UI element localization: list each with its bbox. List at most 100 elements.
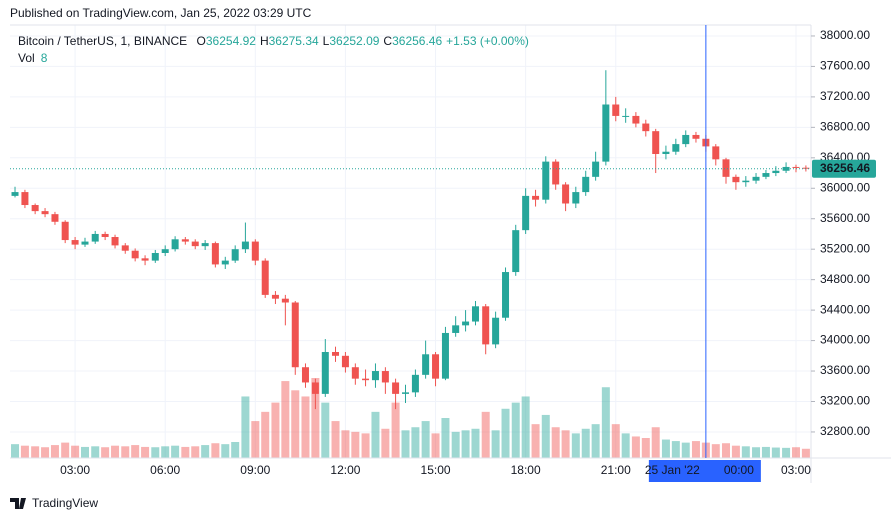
y-tick-label: 33200.00 [820, 394, 870, 408]
candle-body [642, 123, 650, 132]
volume-bar [421, 421, 430, 458]
volume-bar [741, 446, 750, 458]
candle-body [362, 378, 370, 381]
volume-bar [261, 411, 270, 458]
candle-body [492, 317, 500, 345]
candle-body [111, 237, 119, 246]
x-tick-label: 03:00 [60, 463, 90, 477]
candle-body [131, 250, 139, 259]
volume-bar [521, 396, 530, 458]
candle-body [802, 167, 810, 169]
y-tick-label: 32800.00 [820, 424, 870, 438]
volume-bar [211, 443, 220, 458]
volume-bar [401, 430, 410, 458]
volume-bar [641, 438, 650, 458]
crosshair-time: 00:00 [724, 463, 754, 477]
volume-bar [561, 430, 570, 458]
ohlc-key: O [197, 34, 206, 48]
volume-bar [351, 431, 360, 458]
volume-bar [81, 446, 90, 458]
volume-bar [141, 446, 150, 458]
volume-bar [201, 445, 210, 458]
candle-body [271, 294, 279, 299]
candle-body [71, 240, 79, 245]
candle-body [552, 161, 560, 185]
candle-body [392, 382, 400, 394]
volume-bar [771, 447, 780, 458]
logo: TradingView [10, 496, 98, 510]
candle-body [281, 298, 289, 303]
candle-body [91, 233, 99, 242]
volume-bar [631, 436, 640, 458]
candle-body [612, 104, 620, 116]
volume-bar [311, 378, 320, 458]
legend: Bitcoin / TetherUS, 1, BINANCE O36254.92… [18, 34, 529, 48]
volume-bar [481, 411, 490, 458]
candle-body [452, 325, 460, 333]
volume-bar [671, 441, 680, 458]
y-tick-label: 37600.00 [820, 59, 870, 73]
volume-bar [491, 430, 500, 458]
ohlc-key: H [260, 34, 269, 48]
volume-bar [681, 442, 690, 458]
y-tick-label: 38000.00 [820, 28, 870, 42]
candle-body [732, 176, 740, 183]
y-tick-label: 35600.00 [820, 211, 870, 225]
volume-bar [541, 414, 550, 458]
vol-value: 8 [41, 51, 48, 65]
candle-body [422, 354, 430, 375]
candle-body [562, 184, 570, 204]
volume-bar [601, 387, 610, 458]
volume-bar [31, 446, 40, 458]
candle-body [462, 321, 470, 326]
ohlc-value: 36275.34 [269, 34, 319, 48]
candle-body [351, 367, 359, 379]
volume-bar [361, 433, 370, 458]
candle-body [141, 258, 149, 261]
change: +1.53 (+0.00%) [446, 34, 529, 48]
candle-body [211, 243, 219, 265]
x-tick-label: 21:00 [601, 463, 631, 477]
volume-bar [271, 402, 280, 458]
ohlc-value: 36256.46 [392, 34, 442, 48]
volume-bar [111, 445, 120, 458]
candle-body [221, 260, 229, 265]
volume-bar [731, 445, 740, 458]
candle-body [652, 131, 660, 155]
volume-bar [371, 411, 380, 458]
candle-body [572, 192, 580, 204]
volume-bar [591, 424, 600, 458]
candle-body [321, 351, 329, 394]
volume-bar [341, 430, 350, 458]
volume-bar [551, 427, 560, 458]
candle-body [712, 146, 720, 160]
candle-body [482, 306, 490, 345]
volume-bar [161, 446, 170, 458]
volume-bar [281, 381, 290, 458]
volume-bar [511, 402, 520, 458]
candle-body [151, 252, 159, 261]
crosshair-date: 25 Jan '22 [645, 463, 700, 477]
volume-bar [461, 430, 470, 458]
candle-body [532, 195, 540, 200]
volume-bar [441, 418, 450, 458]
volume-bar [691, 441, 700, 458]
volume-bar [381, 428, 390, 458]
ohlc-key: C [383, 34, 392, 48]
volume-bar [661, 439, 670, 458]
candle-body [762, 173, 770, 177]
candle-body [11, 192, 19, 196]
volume-bar [321, 402, 330, 458]
candle-body [21, 192, 29, 206]
volume-pane [11, 378, 810, 458]
candle-body [121, 245, 129, 251]
candle-body [672, 144, 680, 152]
candle-body [512, 230, 520, 273]
volume-bar [791, 447, 800, 458]
volume-bar [761, 446, 770, 458]
candle-body [632, 115, 640, 124]
volume-bar [181, 446, 190, 458]
candle-body [161, 249, 169, 253]
